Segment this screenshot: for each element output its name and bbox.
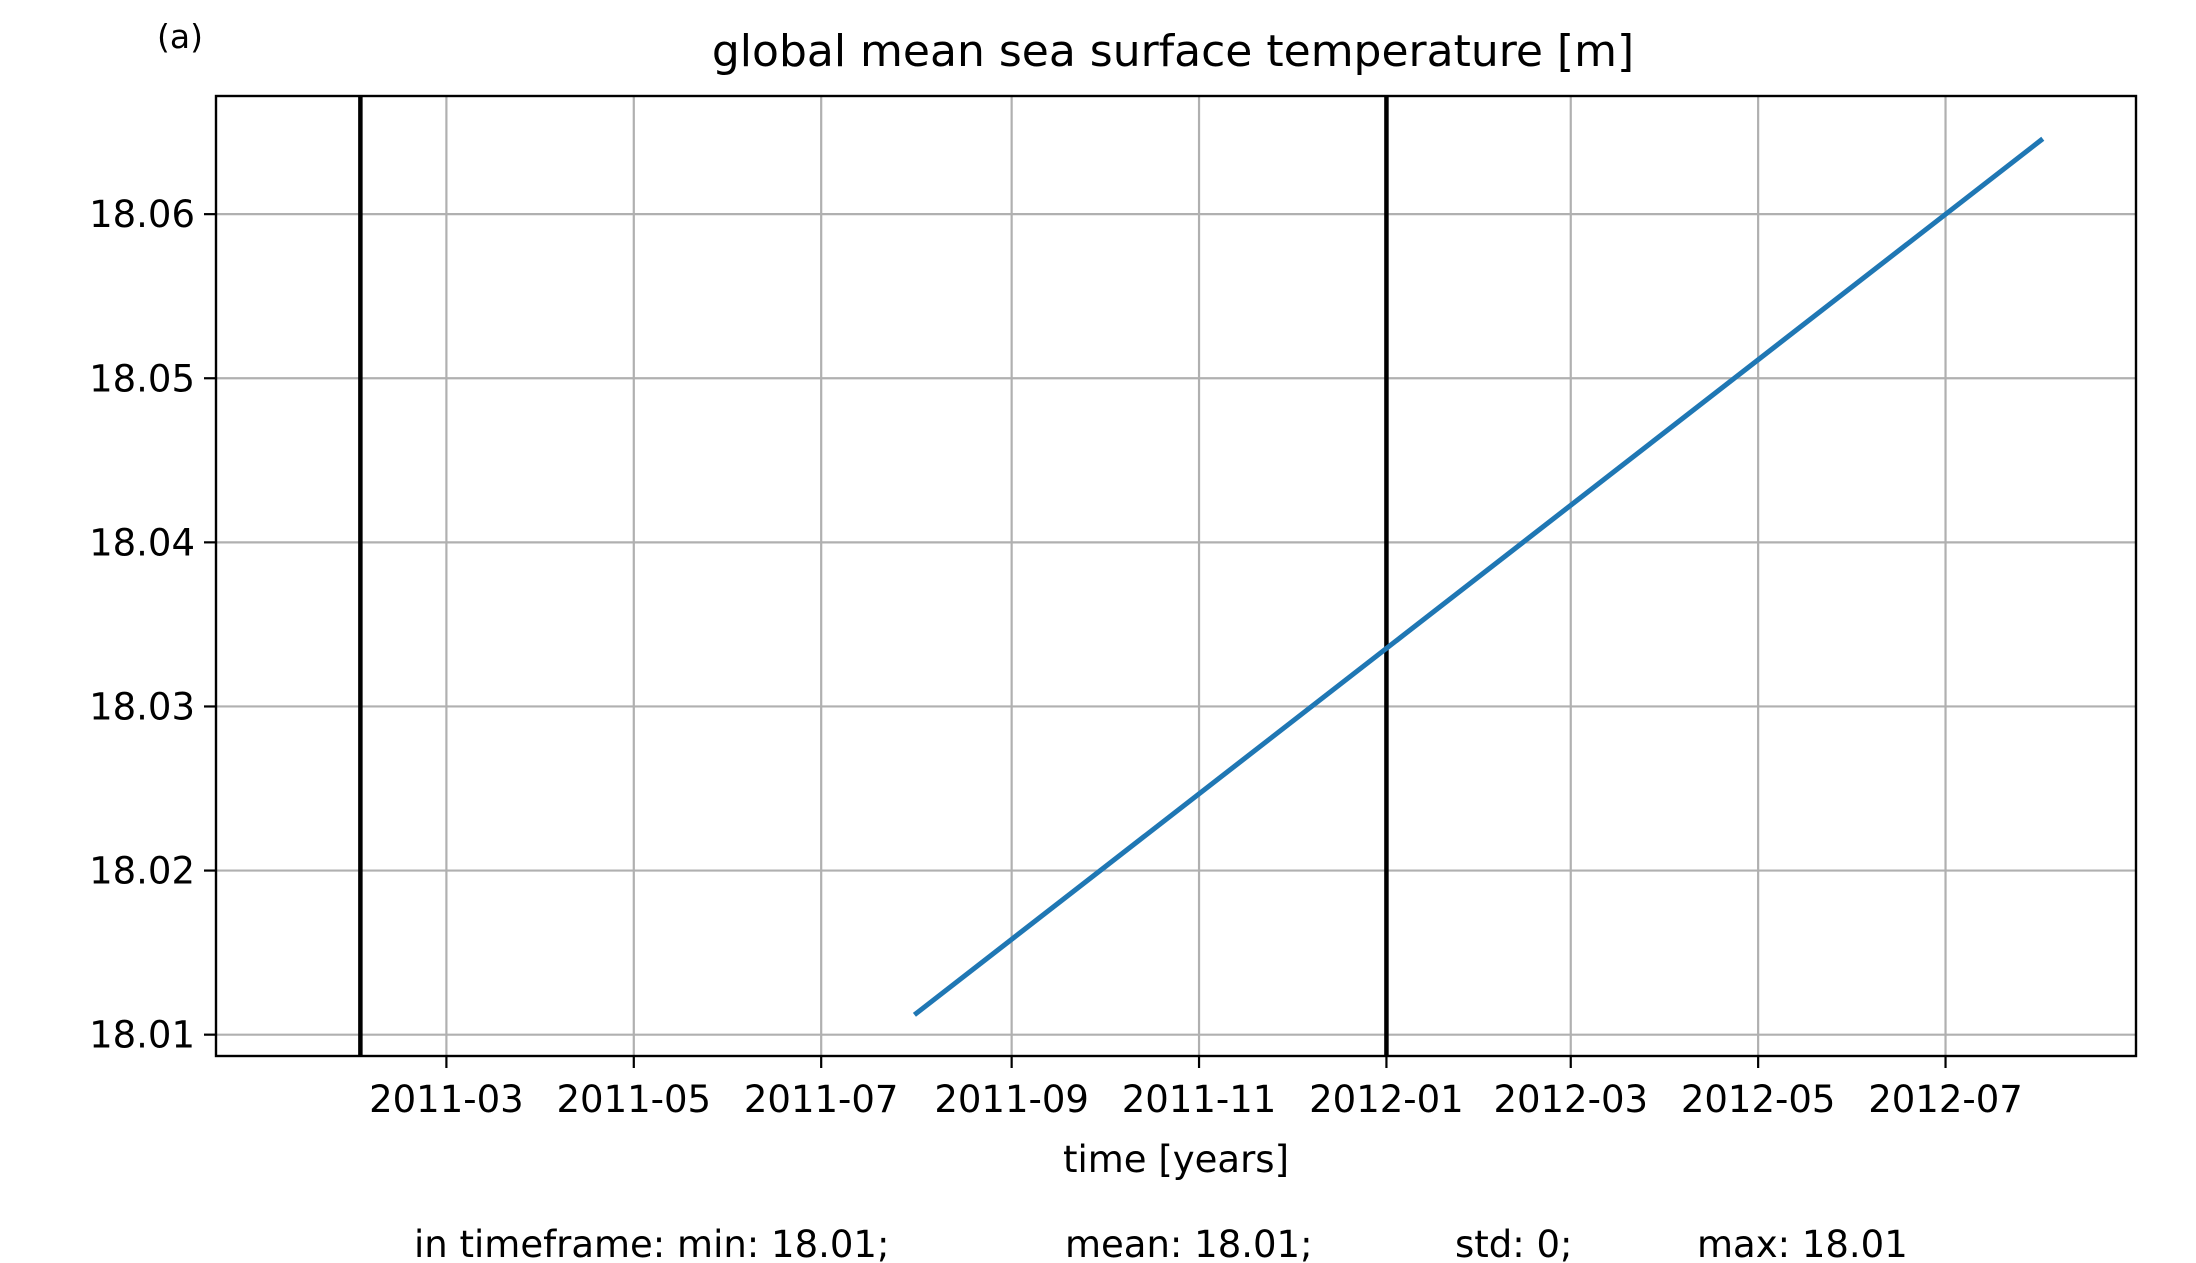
x-tick-label: 2011-05	[556, 1078, 711, 1121]
x-tick-label: 2011-03	[369, 1078, 524, 1121]
vertical-markers	[358, 96, 1389, 1056]
stats-max: max: 18.01	[1697, 1223, 1908, 1263]
stats-min: in timeframe: min: 18.01;	[414, 1223, 889, 1263]
y-tick-label: 18.03	[89, 685, 195, 728]
x-tick-label: 2011-09	[934, 1078, 1089, 1121]
stats-line: in timeframe: min: 18.01; mean: 18.01; s…	[414, 1223, 1908, 1263]
y-tick-label: 18.06	[89, 193, 195, 236]
stats-mean: mean: 18.01;	[1065, 1223, 1313, 1263]
series-line	[912, 136, 2045, 1017]
panel-label: (a)	[157, 17, 203, 56]
plot-area-frame	[214, 94, 2138, 1058]
x-axis-ticks: 2011-03 2011-05 2011-07 2011-09 2011-11 2012-…	[369, 1056, 2023, 1121]
y-tick-label: 18.05	[89, 357, 195, 400]
x-tick-label: 2012-03	[1493, 1078, 1648, 1121]
series-lines	[912, 136, 2045, 1017]
x-tick-label: 2012-05	[1681, 1078, 1836, 1121]
x-tick-label: 2012-07	[1868, 1078, 2023, 1121]
y-axis-ticks: 18.01 18.02 18.03 18.04 18.05 18.06	[89, 193, 216, 1057]
x-tick-label: 2011-07	[744, 1078, 899, 1121]
x-axis-label: time [years]	[1063, 1138, 1289, 1181]
y-tick-label: 18.01	[89, 1014, 195, 1057]
x-tick-label: 2012-01	[1309, 1078, 1464, 1121]
y-tick-label: 18.04	[89, 521, 195, 564]
chart-title: global mean sea surface temperature [m]	[712, 26, 1634, 77]
stats-std: std: 0;	[1455, 1223, 1573, 1263]
y-tick-label: 18.02	[89, 850, 195, 893]
x-tick-label: 2011-11	[1122, 1078, 1277, 1121]
